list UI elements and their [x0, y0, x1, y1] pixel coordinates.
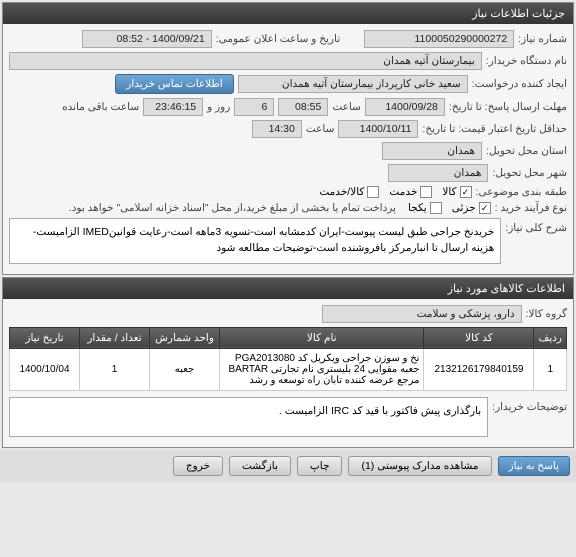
row-city-deliver: شهر محل تحویل: همدان	[9, 164, 567, 182]
row-summary: شرح کلی نیاز: خریدنخ جراحی طبق لیست پیوس…	[9, 218, 567, 264]
panel1-body: شماره نیاز: 1100050290000272 تاریخ و ساع…	[3, 24, 573, 274]
cat-service-checkbox[interactable]	[420, 186, 432, 198]
cat-both-label: کالا/خدمت	[319, 186, 364, 198]
requester-field: سعید خانی کارپرداز بیمارستان آتیه همدان	[238, 75, 468, 93]
need-details-panel: جزئیات اطلاعات نیاز شماره نیاز: 11000502…	[2, 2, 574, 275]
panel2-body: گروه کالا: دارو، پزشکی و سلامت ردیف کد ک…	[3, 299, 573, 447]
days-label: روز و	[207, 101, 230, 113]
cat-goods-label: کالا	[442, 186, 456, 198]
validity-label: حداقل تاریخ اعتبار قیمت: تا تاریخ:	[422, 123, 567, 135]
validity-time-label: ساعت	[306, 123, 335, 135]
row-category: طبقه بندی موضوعی: ✓ کالا خدمت کالا/خدمت	[9, 186, 567, 198]
table-header-row: ردیف کد کالا نام کالا واحد شمارش تعداد /…	[10, 327, 567, 348]
row-buyer: نام دستگاه خریدار: بیمارستان آتیه همدان	[9, 52, 567, 70]
summary-label: شرح کلی نیاز:	[505, 218, 567, 234]
deadline-time-label: ساعت	[332, 101, 361, 113]
category-group: ✓ کالا خدمت کالا/خدمت	[319, 186, 471, 198]
print-button[interactable]: چاپ	[297, 456, 343, 476]
remaining-time-field: 23:46:15	[143, 98, 203, 116]
buyer-notes-text: بارگذاری پیش فاکتور با قید کد IRC الزامی…	[9, 397, 488, 437]
col-name: نام کالا	[220, 327, 424, 348]
cell-code: 2132126179840159	[424, 348, 534, 390]
row-need-no: شماره نیاز: 1100050290000272 تاریخ و ساع…	[9, 30, 567, 48]
col-qty: تعداد / مقدار	[80, 327, 150, 348]
cell-idx: 1	[534, 348, 567, 390]
proc-partial-item: ✓ جزئی	[452, 202, 491, 214]
remaining-label: ساعت باقی مانده	[62, 101, 139, 113]
need-no-label: شماره نیاز:	[518, 33, 567, 45]
cat-both-checkbox[interactable]	[367, 186, 379, 198]
reply-button[interactable]: پاسخ به نیاز	[498, 456, 570, 476]
process-group: ✓ جزئی یکجا	[408, 202, 491, 214]
announce-field: 1400/09/21 - 08:52	[82, 30, 212, 48]
col-code: کد کالا	[424, 327, 534, 348]
deadline-label: مهلت ارسال پاسخ: تا تاریخ:	[449, 101, 567, 113]
process-note: پرداخت تمام یا بخشی از مبلغ خرید،از محل …	[69, 202, 396, 214]
proc-partial-label: جزئی	[452, 202, 476, 214]
panel2-header: اطلاعات کالاهای مورد نیاز	[3, 278, 573, 299]
group-label: گروه کالا:	[526, 308, 567, 320]
deadline-time-field: 08:55	[278, 98, 328, 116]
city-deliver-label: شهر محل تحویل:	[492, 167, 567, 179]
buyer-label: نام دستگاه خریدار:	[486, 55, 567, 67]
contact-buyer-button[interactable]: اطلاعات تماس خریدار	[115, 74, 233, 94]
proc-full-label: یکجا	[408, 202, 427, 214]
days-field: 6	[234, 98, 274, 116]
table-row[interactable]: 1 2132126179840159 نخ و سوزن جراحی ویکری…	[10, 348, 567, 390]
need-no-field: 1100050290000272	[364, 30, 514, 48]
col-unit: واحد شمارش	[150, 327, 220, 348]
col-date: تاریخ نیاز	[10, 327, 80, 348]
proc-partial-checkbox[interactable]: ✓	[479, 202, 491, 214]
cat-both-item: کالا/خدمت	[319, 186, 379, 198]
docs-button[interactable]: مشاهده مدارک پیوستی (1)	[348, 456, 491, 476]
row-requester: ایجاد کننده درخواست: سعید خانی کارپرداز …	[9, 74, 567, 94]
requester-label: ایجاد کننده درخواست:	[472, 78, 567, 90]
announce-label: تاریخ و ساعت اعلان عمومی:	[216, 33, 340, 45]
deadline-date-field: 1400/09/28	[365, 98, 445, 116]
cell-unit: جعبه	[150, 348, 220, 390]
city-need-label: استان محل تحویل:	[486, 145, 567, 157]
back-button[interactable]: بازگشت	[229, 456, 291, 476]
validity-date-field: 1400/10/11	[338, 120, 418, 138]
row-validity: حداقل تاریخ اعتبار قیمت: تا تاریخ: 1400/…	[9, 120, 567, 138]
proc-full-checkbox[interactable]	[430, 202, 442, 214]
category-label: طبقه بندی موضوعی:	[476, 186, 567, 198]
goods-info-panel: اطلاعات کالاهای مورد نیاز گروه کالا: دار…	[2, 277, 574, 448]
row-deadline: مهلت ارسال پاسخ: تا تاریخ: 1400/09/28 سا…	[9, 98, 567, 116]
city-need-field: همدان	[382, 142, 482, 160]
validity-time-field: 14:30	[252, 120, 302, 138]
proc-full-item: یکجا	[408, 202, 442, 214]
cat-goods-checkbox[interactable]: ✓	[460, 186, 472, 198]
col-row: ردیف	[534, 327, 567, 348]
cat-service-item: خدمت	[389, 186, 432, 198]
row-process: نوع فرآیند خرید : ✓ جزئی یکجا پرداخت تما…	[9, 202, 567, 214]
goods-table: ردیف کد کالا نام کالا واحد شمارش تعداد /…	[9, 327, 567, 391]
process-label: نوع فرآیند خرید :	[495, 202, 567, 214]
group-field: دارو، پزشکی و سلامت	[322, 305, 522, 323]
exit-button[interactable]: خروج	[173, 456, 223, 476]
cat-goods-item: ✓ کالا	[442, 186, 471, 198]
row-buyer-notes: توضیحات خریدار: بارگذاری پیش فاکتور با ق…	[9, 397, 567, 437]
panel1-header: جزئیات اطلاعات نیاز	[3, 3, 573, 24]
cat-service-label: خدمت	[389, 186, 417, 198]
buyer-field: بیمارستان آتیه همدان	[9, 52, 482, 70]
row-city-need: استان محل تحویل: همدان	[9, 142, 567, 160]
cell-name: نخ و سوزن جراحی ویکریل کد PGA2013080 جعب…	[220, 348, 424, 390]
cell-date: 1400/10/04	[10, 348, 80, 390]
buyer-notes-label: توضیحات خریدار:	[492, 397, 567, 413]
row-group: گروه کالا: دارو، پزشکی و سلامت	[9, 305, 567, 323]
summary-text: خریدنخ جراحی طبق لیست پیوست-ایران کدمشاب…	[9, 218, 501, 264]
city-deliver-field: همدان	[388, 164, 488, 182]
footer-buttons: پاسخ به نیاز مشاهده مدارک پیوستی (1) چاپ…	[0, 450, 576, 482]
cell-qty: 1	[80, 348, 150, 390]
